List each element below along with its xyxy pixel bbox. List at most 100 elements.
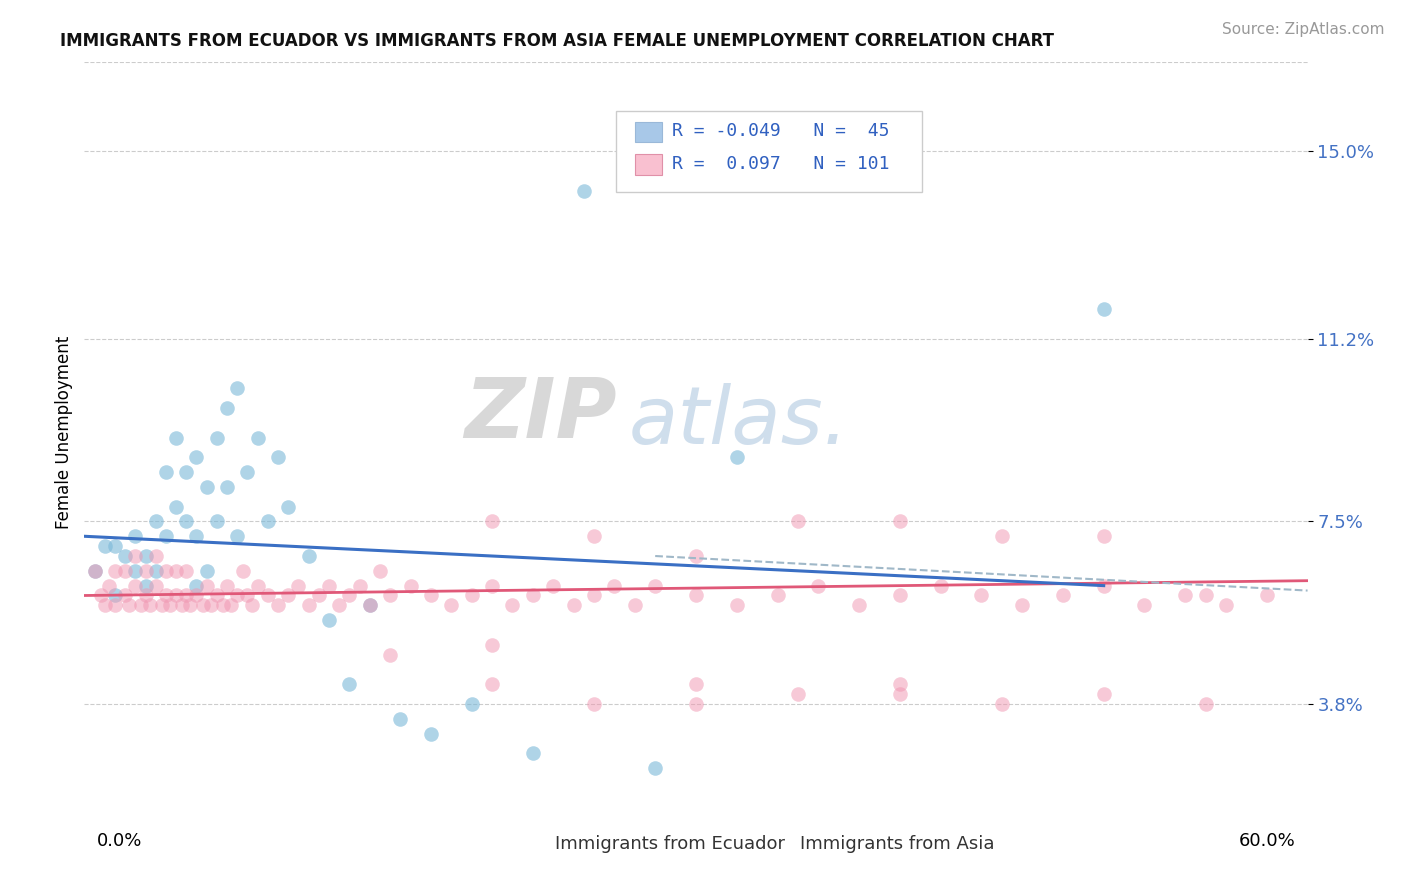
Point	[145, 579, 167, 593]
Bar	[636, 154, 662, 175]
Point	[104, 599, 127, 613]
Point	[200, 599, 222, 613]
Point	[135, 564, 157, 578]
Point	[481, 677, 503, 691]
Point	[685, 677, 707, 691]
Point	[179, 599, 201, 613]
Point	[155, 529, 177, 543]
Point	[257, 515, 280, 529]
Point	[644, 761, 666, 775]
Point	[543, 579, 565, 593]
Point	[572, 184, 595, 198]
Point	[219, 599, 242, 613]
Point	[399, 579, 422, 593]
Point	[1174, 589, 1197, 603]
Point	[138, 599, 160, 613]
Point	[195, 579, 218, 593]
Point	[83, 564, 105, 578]
Point	[359, 599, 381, 613]
Point	[1092, 687, 1115, 701]
Point	[172, 599, 194, 613]
Text: 0.0%: 0.0%	[97, 832, 142, 850]
Point	[339, 677, 361, 691]
Point	[1195, 589, 1218, 603]
Point	[848, 599, 870, 613]
Point	[991, 529, 1014, 543]
Point	[124, 549, 146, 563]
Point	[1215, 599, 1237, 613]
Point	[236, 465, 259, 479]
Text: Source: ZipAtlas.com: Source: ZipAtlas.com	[1222, 22, 1385, 37]
Point	[461, 697, 484, 711]
Point	[226, 529, 249, 543]
Point	[145, 564, 167, 578]
Point	[257, 589, 280, 603]
Point	[124, 564, 146, 578]
Point	[685, 589, 707, 603]
Text: 60.0%: 60.0%	[1239, 832, 1295, 850]
Point	[104, 564, 127, 578]
Point	[118, 599, 141, 613]
Bar	[769, 835, 794, 853]
Point	[277, 500, 299, 514]
Text: R =  0.097   N = 101: R = 0.097 N = 101	[672, 155, 889, 173]
Point	[420, 589, 443, 603]
Point	[114, 589, 136, 603]
Point	[298, 599, 321, 613]
Point	[97, 579, 120, 593]
Point	[155, 564, 177, 578]
Point	[420, 727, 443, 741]
Point	[1092, 302, 1115, 317]
Point	[328, 599, 350, 613]
Point	[889, 589, 911, 603]
Point	[104, 589, 127, 603]
Point	[725, 450, 748, 465]
Point	[440, 599, 463, 613]
Text: atlas.: atlas.	[628, 383, 849, 460]
Bar	[636, 121, 662, 143]
Point	[644, 579, 666, 593]
Point	[889, 687, 911, 701]
Point	[104, 539, 127, 553]
Point	[603, 579, 626, 593]
Point	[236, 589, 259, 603]
Point	[583, 529, 606, 543]
Point	[1052, 589, 1074, 603]
Point	[1011, 599, 1033, 613]
Point	[246, 579, 269, 593]
Point	[787, 515, 810, 529]
Point	[145, 515, 167, 529]
Point	[277, 589, 299, 603]
Point	[685, 697, 707, 711]
Text: R = -0.049   N =  45: R = -0.049 N = 45	[672, 122, 889, 140]
Point	[267, 599, 290, 613]
Point	[1133, 599, 1156, 613]
Point	[186, 579, 208, 593]
Point	[481, 515, 503, 529]
Point	[349, 579, 371, 593]
Point	[135, 589, 157, 603]
Text: Immigrants from Ecuador: Immigrants from Ecuador	[555, 835, 786, 853]
Point	[807, 579, 830, 593]
Point	[380, 589, 402, 603]
Point	[359, 599, 381, 613]
Point	[240, 599, 263, 613]
Point	[205, 589, 228, 603]
Point	[991, 697, 1014, 711]
Point	[150, 599, 173, 613]
Point	[217, 401, 239, 415]
Point	[174, 465, 197, 479]
Point	[90, 589, 112, 603]
Point	[380, 648, 402, 662]
Point	[1195, 697, 1218, 711]
Point	[83, 564, 105, 578]
Point	[159, 599, 181, 613]
Point	[562, 599, 585, 613]
Text: ZIP: ZIP	[464, 374, 616, 455]
Point	[186, 529, 208, 543]
Point	[970, 589, 993, 603]
Point	[155, 589, 177, 603]
Point	[1092, 529, 1115, 543]
Point	[135, 579, 157, 593]
Point	[131, 599, 153, 613]
